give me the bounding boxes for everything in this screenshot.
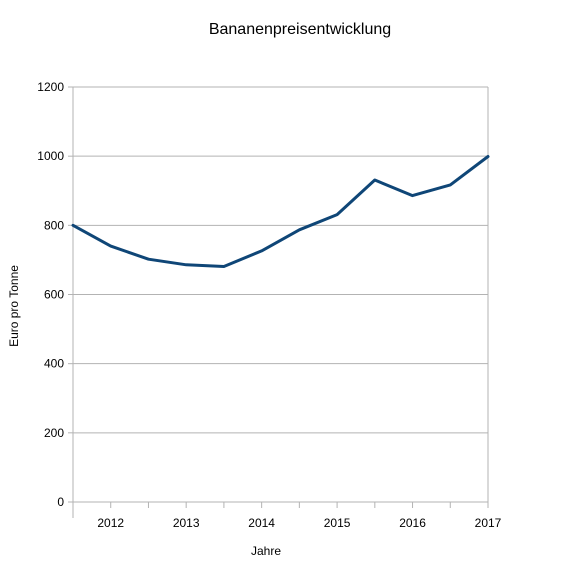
x-tick-label: 2013 [173, 516, 200, 530]
x-tick-label: 2015 [324, 516, 351, 530]
chart-title: Bananenpreisentwicklung [209, 21, 391, 38]
y-tick-label: 600 [44, 288, 64, 302]
series [71, 155, 490, 268]
y-tick-label: 200 [44, 426, 64, 440]
axes [72, 87, 489, 518]
x-tick-label: 2016 [399, 516, 426, 530]
y-tick-label: 1200 [37, 80, 64, 94]
grid [73, 86, 488, 503]
series-line [71, 155, 490, 268]
x-tick-label: 2017 [475, 516, 502, 530]
y-axis-ticks: 0 200 400 600 800 1000 1200 [37, 80, 73, 509]
y-tick-label: 800 [44, 218, 64, 232]
x-axis-ticks: 2012 2013 2014 2015 2016 2017 [72, 502, 502, 530]
y-tick-label: 400 [44, 357, 64, 371]
x-axis-label: Jahre [251, 544, 281, 558]
x-tick-label: 2014 [248, 516, 275, 530]
y-tick-label: 0 [57, 495, 64, 509]
x-tick-label: 2012 [97, 516, 124, 530]
y-axis-label: Euro pro Tonne [7, 265, 21, 347]
y-tick-label: 1000 [37, 149, 64, 163]
